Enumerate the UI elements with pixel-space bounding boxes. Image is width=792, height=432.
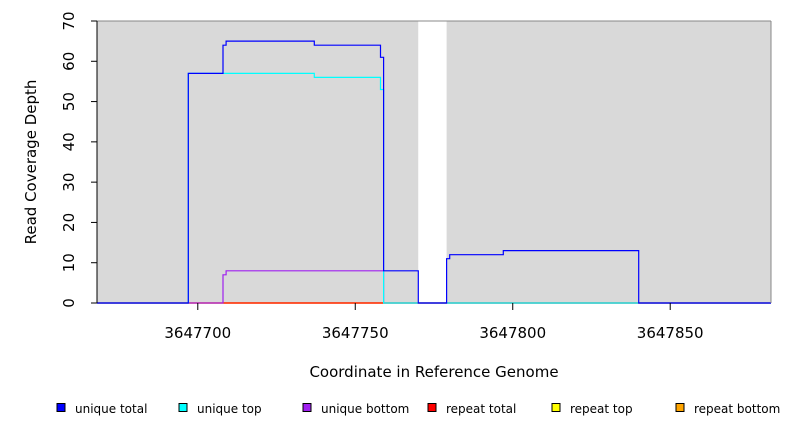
y-tick-label: 50 [60,92,78,111]
x-tick-label: 3647850 [637,324,704,342]
legend-label: unique total [75,402,147,416]
legend-item-repeat-top: repeat top [551,402,633,416]
legend-label: unique top [197,402,262,416]
y-tick-label: 60 [60,52,78,71]
axes [96,20,772,303]
plot-background [97,21,771,303]
legend-item-unique-bottom: unique bottom [302,402,409,416]
legend-swatch [675,403,685,412]
y-tick-label: 40 [60,132,78,151]
x-tick-label: 3647800 [479,324,546,342]
legend-item-unique-total: unique total [56,402,147,416]
legend-swatch [56,403,66,412]
y-axis-ticks: 0 10 20 30 40 50 60 70 [60,11,97,308]
legend-swatch [302,403,312,412]
y-tick-label: 10 [60,253,78,272]
series-layer [97,40,771,304]
y-tick-label: 30 [60,173,78,192]
legend-item-repeat-bottom: repeat bottom [675,402,780,416]
x-axis-ticks: 3647700 3647750 3647800 3647850 [164,303,704,342]
y-tick-label: 70 [60,11,78,30]
legend-label: repeat bottom [694,402,780,416]
legend-item-repeat-total: repeat total [427,402,516,416]
legend-item-unique-top: unique top [178,402,262,416]
legend-swatch [178,403,188,412]
gap-region [418,21,447,303]
y-tick-label: 0 [60,298,78,308]
series-line-unique-total [97,40,771,304]
x-tick-label: 3647750 [322,324,389,342]
x-axis-label: Coordinate in Reference Genome [309,363,558,381]
legend-swatch [427,403,437,412]
legend-swatch [551,403,561,412]
x-tick-label: 3647700 [164,324,231,342]
y-axis-label: Read Coverage Depth [22,80,40,245]
legend-label: repeat total [446,402,516,416]
legend-label: repeat top [570,402,633,416]
legend-label: unique bottom [321,402,409,416]
y-tick-label: 20 [60,213,78,232]
legend: unique total unique top unique bottom repea… [56,402,780,416]
